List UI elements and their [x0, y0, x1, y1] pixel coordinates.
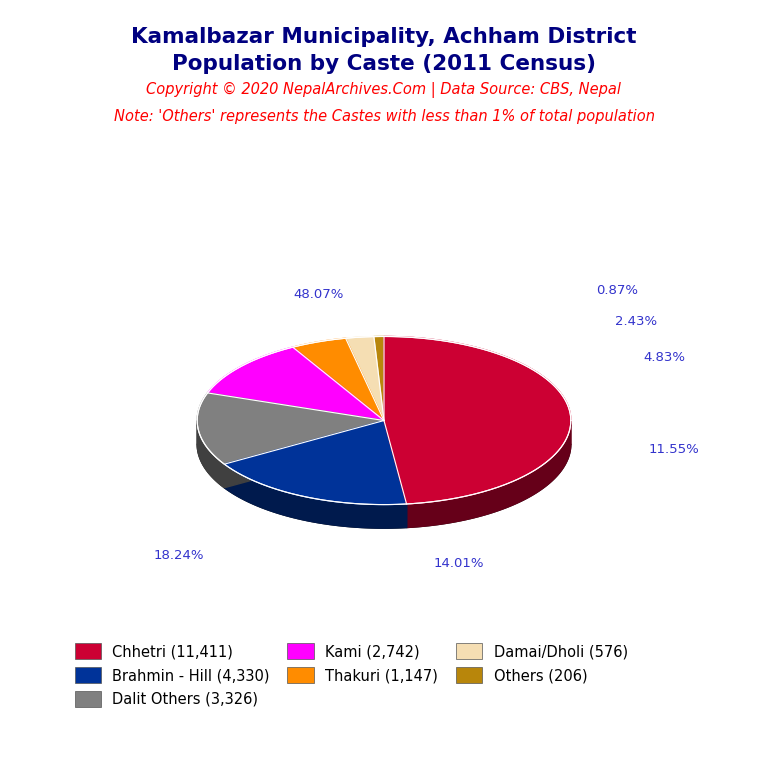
Text: Population by Caste (2011 Census): Population by Caste (2011 Census) — [172, 54, 596, 74]
Legend: Chhetri (11,411), Brahmin - Hill (4,330), Dalit Others (3,326), Kami (2,742), Th: Chhetri (11,411), Brahmin - Hill (4,330)… — [68, 637, 634, 713]
Polygon shape — [224, 421, 384, 488]
Text: Note: 'Others' represents the Castes with less than 1% of total population: Note: 'Others' represents the Castes wit… — [114, 109, 654, 124]
Text: Kamalbazar Municipality, Achham District: Kamalbazar Municipality, Achham District — [131, 27, 637, 47]
Polygon shape — [346, 336, 384, 421]
Polygon shape — [293, 338, 384, 421]
Text: 0.87%: 0.87% — [597, 283, 638, 296]
Polygon shape — [384, 336, 571, 504]
Text: 48.07%: 48.07% — [293, 288, 344, 301]
Polygon shape — [374, 336, 384, 421]
Polygon shape — [207, 347, 384, 421]
Polygon shape — [197, 444, 571, 528]
Polygon shape — [406, 421, 571, 528]
Text: 2.43%: 2.43% — [615, 315, 657, 328]
Polygon shape — [384, 421, 406, 528]
Polygon shape — [224, 464, 406, 528]
Text: 4.83%: 4.83% — [644, 351, 685, 364]
Polygon shape — [197, 393, 384, 464]
Text: 11.55%: 11.55% — [648, 443, 699, 456]
Polygon shape — [224, 421, 384, 488]
Polygon shape — [224, 421, 406, 505]
Polygon shape — [197, 421, 384, 444]
Text: Copyright © 2020 NepalArchives.Com | Data Source: CBS, Nepal: Copyright © 2020 NepalArchives.Com | Dat… — [147, 82, 621, 98]
Polygon shape — [384, 421, 406, 528]
Text: 14.01%: 14.01% — [433, 557, 484, 570]
Text: 18.24%: 18.24% — [154, 548, 204, 561]
Polygon shape — [384, 421, 571, 445]
Polygon shape — [197, 421, 224, 488]
